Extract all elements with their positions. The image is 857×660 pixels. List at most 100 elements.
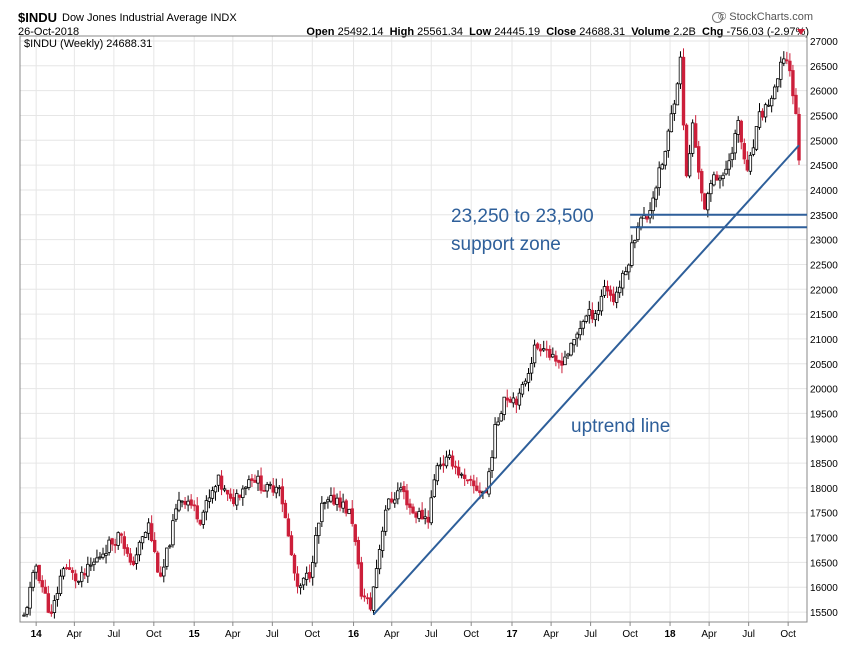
candle-body	[502, 396, 506, 415]
candle-body	[277, 487, 281, 490]
stat-close-value: 24688.31	[579, 26, 626, 38]
candle-body	[259, 475, 263, 491]
candle-body	[520, 384, 525, 395]
candle-body	[387, 498, 391, 510]
candle-body	[298, 585, 303, 589]
candle-body	[405, 490, 409, 506]
candle-body	[31, 572, 35, 588]
candle-body	[724, 168, 728, 175]
brand-label[interactable]: © StockCharts.com	[718, 11, 813, 23]
candle-body	[441, 463, 446, 466]
plot-frame	[19, 35, 808, 623]
candle-body	[621, 272, 625, 289]
stat-chg-value: -756.03 (-2.97%)	[726, 26, 809, 38]
candle-body	[423, 516, 427, 519]
x-tick-label: 14	[31, 629, 43, 640]
candle-body	[669, 113, 674, 133]
candle-body	[657, 167, 661, 189]
chart-legend: $INDU (Weekly) 24688.31	[24, 38, 152, 50]
candle-body	[143, 531, 148, 538]
candle-body	[292, 554, 297, 574]
candle-body	[356, 539, 361, 565]
x-tick-label: Apr	[225, 629, 241, 640]
candle-body	[420, 509, 424, 520]
candle-body	[548, 348, 552, 358]
candle-body	[529, 363, 534, 374]
candle-body	[633, 240, 637, 244]
candle-body	[323, 502, 327, 504]
stat-open-value: 25492.14	[337, 26, 384, 38]
candle-body	[760, 110, 765, 118]
candle-body	[772, 86, 777, 100]
candle-body	[55, 593, 60, 600]
y-tick-label: 20500	[810, 360, 838, 371]
candle-body	[569, 342, 573, 356]
candle-body	[630, 242, 634, 266]
candle-body	[505, 397, 509, 401]
candle-body	[265, 484, 269, 492]
candle-body	[456, 466, 461, 476]
candle-body	[693, 123, 698, 148]
candle-body	[462, 474, 467, 479]
candle-body	[250, 478, 254, 481]
x-tick-label: Apr	[67, 629, 83, 640]
candle-body	[706, 193, 710, 211]
candle-body	[362, 595, 367, 598]
candle-body	[271, 485, 275, 493]
candle-body	[523, 380, 528, 385]
stat-open-label: Open	[306, 26, 335, 38]
candle-body	[64, 567, 69, 569]
candle-body	[235, 493, 239, 506]
candle-body	[472, 480, 476, 487]
stat-low-label: Low	[469, 26, 492, 38]
x-tick-label: Oct	[146, 629, 162, 640]
candle-body	[329, 495, 333, 502]
candle-body	[37, 564, 41, 582]
candle-body	[101, 553, 105, 558]
candle-body	[347, 508, 351, 515]
candle-body	[508, 399, 512, 403]
x-tick-label: 17	[506, 629, 518, 640]
candle-body	[180, 500, 184, 503]
support-zone-label-line1: 23,250 to 23,500	[451, 206, 594, 227]
x-tick-label: 16	[348, 629, 360, 640]
y-tick-label: 23000	[810, 236, 838, 247]
candle-body	[690, 122, 695, 154]
candle-body	[590, 309, 595, 320]
candle-body	[572, 338, 576, 346]
candle-body	[368, 597, 373, 610]
candle-body	[344, 500, 348, 514]
y-tick-label: 22000	[810, 285, 838, 296]
candle-body	[262, 489, 266, 492]
candle-body	[651, 197, 655, 212]
candle-body	[228, 493, 233, 499]
candle-body	[727, 160, 731, 170]
candle-body	[751, 147, 756, 155]
candles-group	[22, 48, 801, 619]
stat-chg-label: Chg	[702, 26, 724, 38]
candle-body	[274, 486, 278, 494]
candle-body	[453, 465, 458, 468]
candle-body	[411, 506, 415, 514]
candle-body	[624, 271, 628, 276]
candle-body	[317, 522, 321, 537]
candle-body	[210, 490, 215, 499]
y-tick-label: 26000	[810, 87, 838, 98]
candle-body	[426, 516, 430, 523]
y-tick-label: 16500	[810, 558, 838, 569]
chart-date: 26-Oct-2018	[18, 26, 80, 38]
candle-body	[213, 486, 218, 493]
candle-body	[80, 571, 84, 582]
candle-body	[365, 597, 370, 600]
candle-body	[61, 568, 66, 577]
candle-body	[402, 486, 406, 493]
candle-body	[268, 483, 272, 486]
candle-body	[22, 614, 26, 617]
y-tick-label: 18000	[810, 484, 838, 495]
candle-body	[219, 475, 224, 490]
candle-body	[459, 473, 464, 476]
candle-body	[247, 479, 251, 488]
stat-high-value: 25561.34	[417, 26, 463, 38]
candle-body	[414, 512, 418, 518]
